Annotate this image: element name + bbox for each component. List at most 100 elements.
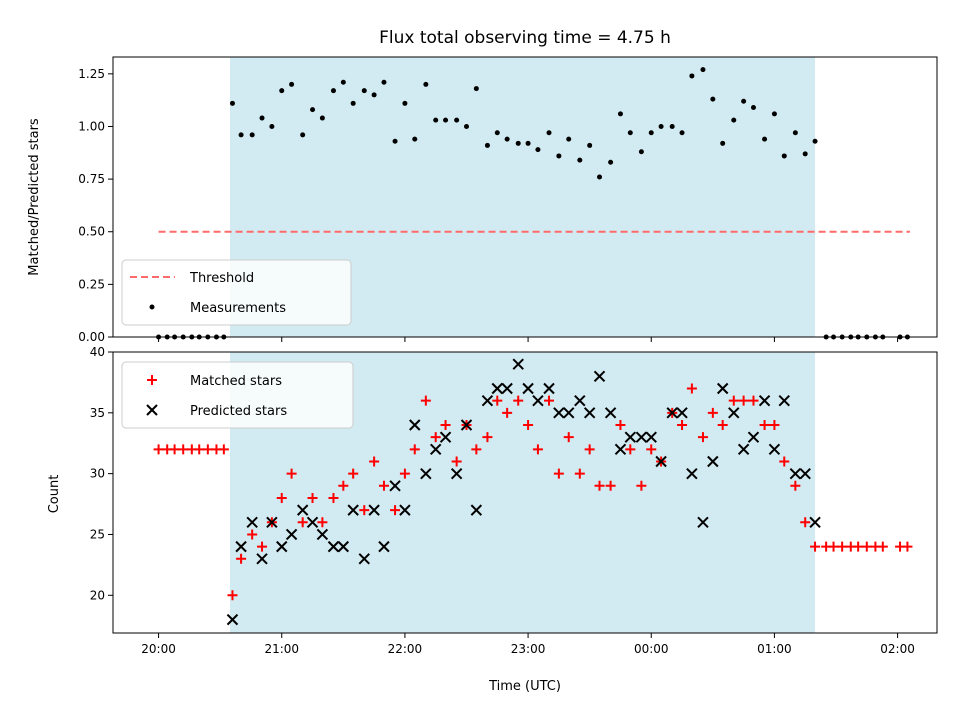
matched-star-point (800, 517, 811, 528)
y-tick-label: 35 (90, 406, 105, 420)
predicted-star-point (246, 516, 258, 529)
predicted-star-point (481, 394, 494, 407)
predicted-star-point (789, 467, 802, 480)
measurement-point (229, 100, 235, 106)
predicted-star-point (470, 504, 483, 516)
predicted-star-point (624, 431, 637, 443)
matched-star-point (738, 395, 749, 406)
predicted-star-point (707, 455, 719, 468)
predicted-star-point (614, 443, 627, 456)
measurement-point (627, 130, 633, 136)
chart-title: Flux total observing time = 4.75 h (379, 28, 671, 48)
measurement-point (802, 151, 808, 157)
predicted-star-point (378, 540, 390, 553)
predicted-star-point (306, 516, 319, 529)
matched-star-point (286, 468, 297, 479)
matched-star-point (728, 395, 739, 406)
measurement-point (473, 86, 479, 92)
predicted-star-point (758, 394, 771, 407)
matched-star-point (686, 383, 697, 394)
y-tick-label: 25 (90, 527, 105, 541)
measurement-point (371, 92, 377, 98)
measurement-point (300, 132, 306, 138)
matched-star-point (837, 541, 848, 552)
measurement-point (504, 136, 510, 142)
measurement-point (454, 117, 460, 123)
y-tick-label: 40 (90, 345, 105, 359)
matched-star-point (646, 444, 657, 455)
measurement-point (381, 79, 387, 85)
top-legend-box (121, 259, 352, 326)
matched-star-point (169, 444, 180, 455)
matched-star-point (451, 456, 462, 467)
matched-star-point (390, 505, 401, 516)
measurement-point (720, 140, 726, 146)
predicted-star-point (226, 613, 239, 626)
predicted-star-point (522, 382, 534, 395)
matched-star-point (759, 419, 770, 430)
measurement-point (463, 123, 469, 129)
matched-star-point (861, 541, 872, 552)
predicted-star-point (337, 540, 350, 553)
measurement-point (812, 138, 818, 144)
measurement-point (771, 111, 777, 117)
y-tick-label: 1.25 (78, 67, 105, 81)
predicted-star-point (697, 516, 709, 529)
measurement-point (433, 117, 439, 123)
predicted-star-point (553, 407, 565, 419)
matched-star-point (178, 444, 189, 455)
measurement-point (392, 138, 398, 144)
predicted-star-point (358, 553, 370, 565)
matched-star-point (810, 541, 821, 552)
matched-star-point (430, 432, 441, 443)
matched-star-point (532, 444, 543, 455)
predicted-star-point (285, 528, 298, 541)
matched-star-point (369, 456, 380, 467)
x-tick-label: 20:00 (141, 642, 176, 656)
predicted-star-point (676, 407, 688, 419)
matched-star-point (636, 480, 647, 491)
measurement-point (259, 115, 265, 121)
matched-star-point (194, 444, 205, 455)
measurement-point (546, 130, 552, 136)
matched-star-point (902, 541, 913, 552)
y-tick-label: 20 (90, 588, 105, 602)
predicted-star-point (409, 419, 421, 431)
legend-threshold-label: Threshold (189, 271, 254, 286)
matched-star-point (420, 395, 431, 406)
matched-star-point (471, 444, 482, 455)
matched-star-point (338, 480, 349, 491)
matched-star-point (513, 395, 524, 406)
matched-star-point (307, 492, 318, 503)
measurement-point (340, 79, 346, 85)
predicted-star-point (389, 480, 401, 492)
measurement-point (669, 123, 675, 129)
measurement-point (597, 174, 603, 180)
matched-star-point (853, 541, 864, 552)
predicted-star-point (737, 443, 750, 456)
measurement-point (762, 136, 768, 142)
predicted-star-point (604, 407, 617, 419)
measurement-point (412, 136, 418, 142)
predicted-star-point (501, 382, 513, 395)
matched-star-point (544, 395, 555, 406)
measurement-point (494, 130, 500, 136)
matched-star-point (748, 395, 759, 406)
top-panel: 0.00 0.25 0.50 0.75 1.00 1.25 Threshold Measure… (78, 56, 938, 344)
top-ylabel: Matched/Predicted stars (27, 118, 42, 276)
y-tick-label: 0.75 (78, 172, 105, 186)
matched-star-point (317, 517, 328, 528)
matched-star-point (677, 419, 688, 430)
matched-star-point (276, 492, 287, 503)
measurement-point (361, 88, 367, 94)
matched-star-point (625, 444, 636, 455)
predicted-star-point (635, 431, 648, 443)
predicted-star-point (296, 504, 309, 516)
x-tick-label: 23:00 (511, 642, 546, 656)
matched-star-point (297, 517, 308, 528)
predicted-star-point (728, 407, 740, 419)
predicted-star-point (686, 467, 698, 480)
predicted-star-point (429, 443, 442, 456)
matched-star-point (707, 407, 718, 418)
matched-star-point (605, 480, 616, 491)
